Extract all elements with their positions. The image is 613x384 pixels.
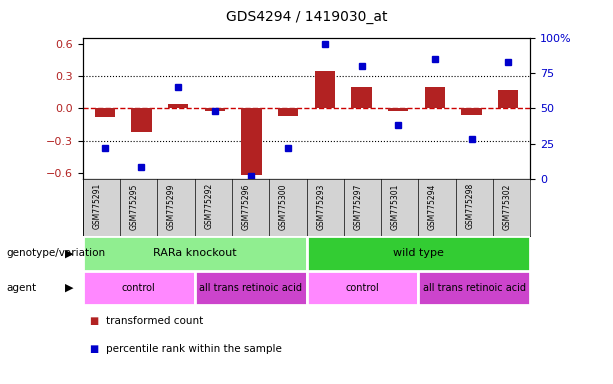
- Bar: [83, 236, 306, 271]
- Text: GSM775301: GSM775301: [390, 183, 400, 230]
- Text: agent: agent: [6, 283, 36, 293]
- Text: transformed count: transformed count: [106, 316, 204, 326]
- Text: GSM775293: GSM775293: [316, 183, 325, 230]
- Text: GSM775295: GSM775295: [130, 183, 139, 230]
- Text: ■: ■: [89, 344, 98, 354]
- Bar: [205, 109, 225, 111]
- Text: GSM775302: GSM775302: [503, 183, 512, 230]
- Bar: [195, 271, 306, 305]
- Bar: [131, 109, 151, 132]
- Bar: [462, 109, 482, 115]
- Bar: [83, 271, 195, 305]
- Bar: [242, 109, 262, 175]
- Bar: [418, 271, 530, 305]
- Text: GSM775299: GSM775299: [167, 183, 176, 230]
- Bar: [314, 71, 335, 109]
- Bar: [278, 109, 299, 116]
- Text: GSM775292: GSM775292: [204, 183, 213, 229]
- Bar: [306, 236, 530, 271]
- Text: percentile rank within the sample: percentile rank within the sample: [106, 344, 282, 354]
- Text: all trans retinoic acid: all trans retinoic acid: [199, 283, 302, 293]
- Bar: [498, 90, 519, 109]
- Text: all trans retinoic acid: all trans retinoic acid: [423, 283, 526, 293]
- Text: control: control: [122, 283, 156, 293]
- Text: GSM775298: GSM775298: [465, 183, 474, 229]
- Bar: [168, 104, 188, 109]
- Text: GSM775297: GSM775297: [354, 183, 362, 230]
- Bar: [425, 87, 445, 109]
- Bar: [306, 271, 418, 305]
- Bar: [388, 109, 408, 111]
- Text: RARa knockout: RARa knockout: [153, 248, 237, 258]
- Text: ■: ■: [89, 316, 98, 326]
- Bar: [94, 109, 115, 117]
- Text: wild type: wild type: [393, 248, 444, 258]
- Text: control: control: [346, 283, 379, 293]
- Text: ▶: ▶: [65, 283, 74, 293]
- Bar: [351, 87, 371, 109]
- Text: ▶: ▶: [65, 248, 74, 258]
- Text: GSM775294: GSM775294: [428, 183, 437, 230]
- Text: genotype/variation: genotype/variation: [6, 248, 105, 258]
- Text: GDS4294 / 1419030_at: GDS4294 / 1419030_at: [226, 10, 387, 24]
- Text: GSM775291: GSM775291: [93, 183, 101, 229]
- Text: GSM775300: GSM775300: [279, 183, 288, 230]
- Text: GSM775296: GSM775296: [242, 183, 251, 230]
